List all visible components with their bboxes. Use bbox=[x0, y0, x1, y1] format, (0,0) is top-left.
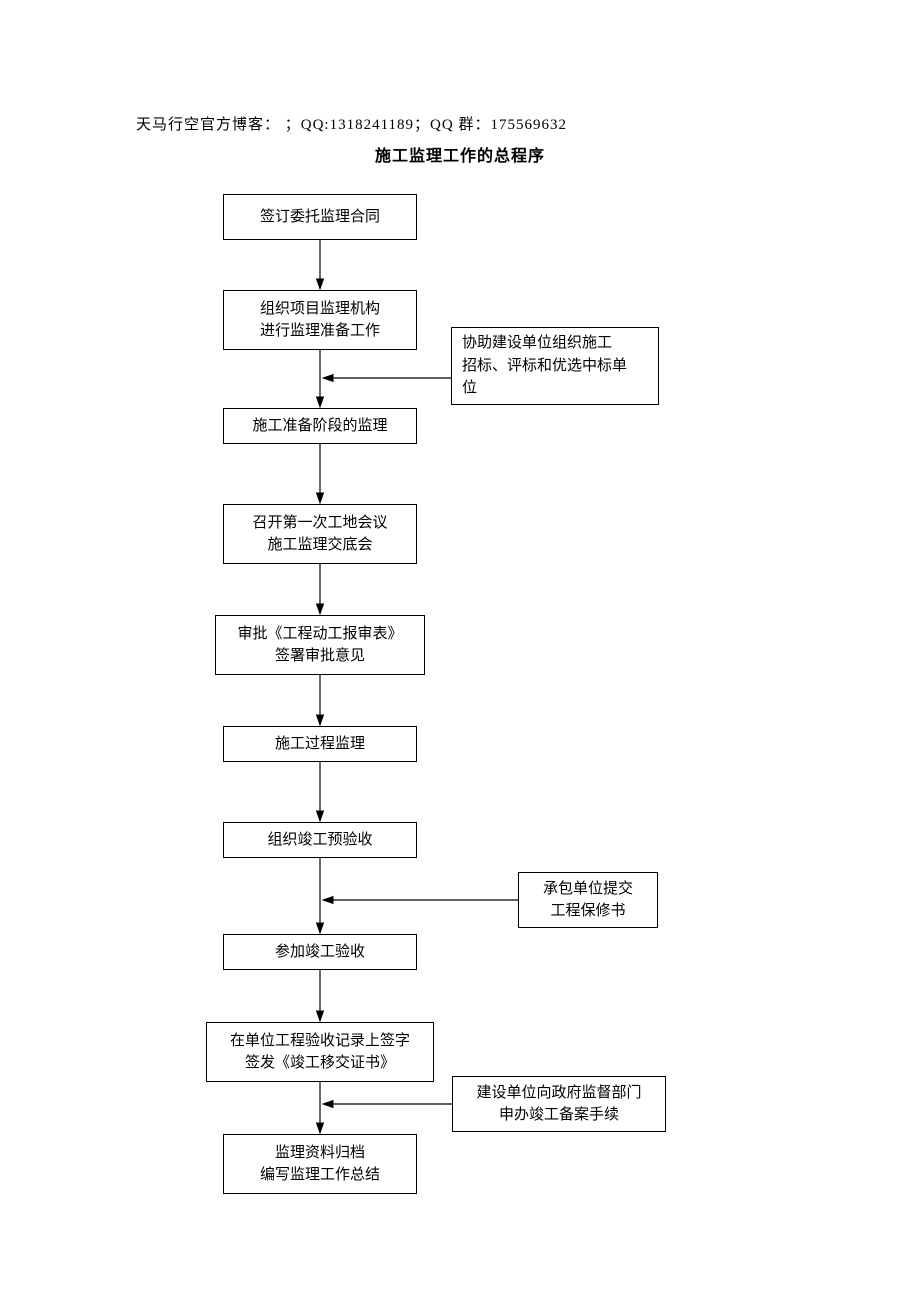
node-text: 施工过程监理 bbox=[275, 733, 365, 756]
node-first-meeting: 召开第一次工地会议 施工监理交底会 bbox=[223, 504, 417, 564]
node-construction-supervision: 施工过程监理 bbox=[223, 726, 417, 762]
node-text: 招标、评标和优选中标单 bbox=[462, 355, 627, 378]
node-text: 施工准备阶段的监理 bbox=[252, 415, 387, 438]
node-text: 签发《竣工移交证书》 bbox=[245, 1052, 395, 1075]
node-sign-contract: 签订委托监理合同 bbox=[223, 194, 417, 240]
node-text: 组织项目监理机构 bbox=[260, 298, 380, 321]
node-text: 签订委托监理合同 bbox=[260, 206, 380, 229]
node-text: 在单位工程验收记录上签字 bbox=[230, 1030, 410, 1053]
node-text: 位 bbox=[462, 377, 477, 400]
node-approve-start: 审批《工程动工报审表》 签署审批意见 bbox=[215, 615, 425, 675]
node-text: 申办竣工备案手续 bbox=[499, 1104, 619, 1127]
node-archive: 监理资料归档 编写监理工作总结 bbox=[223, 1134, 417, 1194]
node-text: 承包单位提交 bbox=[543, 878, 633, 901]
side-node-assist-bid: 协助建设单位组织施工 招标、评标和优选中标单 位 bbox=[451, 327, 659, 405]
node-text: 进行监理准备工作 bbox=[260, 320, 380, 343]
side-node-warranty: 承包单位提交 工程保修书 bbox=[518, 872, 658, 928]
node-text: 组织竣工预验收 bbox=[267, 829, 372, 852]
header-text: 天马行空官方博客： ；QQ:1318241189；QQ 群：175569632 bbox=[136, 113, 567, 134]
node-text: 签署审批意见 bbox=[275, 645, 365, 668]
node-text: 参加竣工验收 bbox=[275, 941, 365, 964]
node-text: 监理资料归档 bbox=[275, 1142, 365, 1165]
node-text: 协助建设单位组织施工 bbox=[462, 332, 612, 355]
node-sign-record: 在单位工程验收记录上签字 签发《竣工移交证书》 bbox=[206, 1022, 434, 1082]
node-pre-acceptance: 组织竣工预验收 bbox=[223, 822, 417, 858]
node-org-prep: 组织项目监理机构 进行监理准备工作 bbox=[223, 290, 417, 350]
page: 天马行空官方博客： ；QQ:1318241189；QQ 群：175569632 … bbox=[0, 0, 920, 1302]
node-text: 编写监理工作总结 bbox=[260, 1164, 380, 1187]
node-completion-acceptance: 参加竣工验收 bbox=[223, 934, 417, 970]
node-text: 审批《工程动工报审表》 bbox=[237, 623, 402, 646]
node-text: 建设单位向政府监督部门 bbox=[476, 1082, 641, 1105]
node-text: 施工监理交底会 bbox=[267, 534, 372, 557]
node-text: 工程保修书 bbox=[550, 900, 625, 923]
document-title: 施工监理工作的总程序 bbox=[0, 142, 920, 166]
node-prep-phase: 施工准备阶段的监理 bbox=[223, 408, 417, 444]
side-node-gov-filing: 建设单位向政府监督部门 申办竣工备案手续 bbox=[452, 1076, 666, 1132]
node-text: 召开第一次工地会议 bbox=[252, 512, 387, 535]
